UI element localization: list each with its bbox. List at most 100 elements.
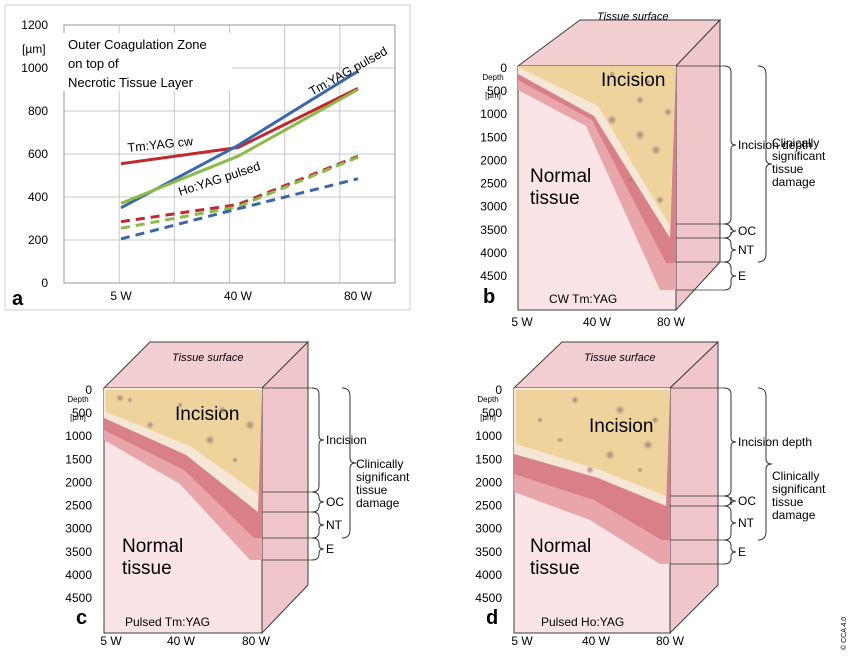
copyright-label: © CCA 4.0 (840, 617, 848, 650)
y-tick-label: 1000 (21, 61, 48, 75)
tissue-dot (664, 108, 672, 116)
zone-bracket (723, 237, 737, 263)
panel-letter-a: a (12, 288, 24, 310)
zone-bracket (311, 387, 325, 493)
depth-tick-label: 4000 (65, 568, 92, 582)
clinically-significant-label: significant (772, 149, 826, 163)
incision-depth-label: Incision depth (738, 435, 812, 449)
normal-tissue-label-2: tissue (530, 558, 580, 579)
series-label-tm-pulsed: Tm:YAG pulsed (307, 44, 390, 99)
clinical-bracket (341, 387, 357, 539)
depth-tick-label: 3500 (480, 223, 507, 237)
series-line-5 (120, 177, 359, 241)
panel-a-border (4, 4, 411, 311)
depth-axis: 0 500 1000 1500 2000 2500 3000 3500 4000 4500 Dept… (65, 383, 92, 605)
clinically-significant-label: tissue (772, 162, 804, 176)
depth-tick-label: 2000 (65, 475, 92, 489)
depth-label: Depth (67, 395, 88, 404)
plot-frame (63, 24, 396, 284)
zone-brackets: Incision OC NT E Clinicallysignificanttissue… (262, 387, 410, 561)
normal-tissue-label-1: Normal (530, 536, 591, 557)
tissue-dot (127, 397, 133, 403)
incision-label: Incision (175, 404, 239, 425)
tissue-dot (116, 394, 124, 402)
depth-tick-label: 500 (482, 406, 502, 420)
tissue-dot (615, 405, 625, 415)
y-axis-unit: [µm] (22, 42, 46, 56)
depth-tick-label: 2500 (65, 499, 92, 513)
oc-label: OC (738, 224, 756, 238)
chart-series-layer (120, 69, 359, 241)
zone-bracket (723, 495, 737, 507)
panel-d: Tissue surface Incision Normal tissue Pu… (475, 340, 826, 648)
tissue-dot (205, 435, 215, 445)
nt-label: NT (738, 243, 755, 257)
nt-label: NT (738, 516, 755, 530)
zone-brackets: Incision depth OC NT E Clinicallysignificant… (670, 387, 826, 565)
normal-tissue-label-1: Normal (530, 166, 591, 187)
depth-tick-label: 1500 (65, 452, 92, 466)
depth-tick-label: 2500 (475, 499, 502, 513)
depth-tick-label: 3500 (475, 545, 502, 559)
zone-bracket (723, 223, 737, 239)
tissue-dot (557, 437, 563, 443)
clinically-significant-label: tissue (356, 483, 388, 497)
depth-tick-label: 3000 (475, 522, 502, 536)
tissue-surface-label: Tissue surface (172, 352, 243, 364)
depth-tick-label: 2000 (480, 153, 507, 167)
panel-caption: CW Tm:YAG (549, 292, 617, 306)
depth-unit: [µm] (70, 413, 86, 422)
zone-bracket (723, 387, 737, 497)
chart-title-line-3: Necrotic Tissue Layer (68, 75, 194, 90)
depth-tick-label: 4500 (480, 269, 507, 283)
tissue-dot (607, 115, 617, 125)
y-tick-label: 200 (28, 233, 48, 247)
clinically-significant-label: damage (772, 508, 816, 522)
zone-bracket (723, 65, 737, 225)
tissue-dot (609, 71, 615, 77)
series-line-0 (120, 87, 359, 166)
nt-label: NT (326, 518, 343, 532)
power-tick-label: 5 W (511, 634, 533, 648)
clinically-significant-label: Clinically (772, 469, 819, 483)
block-side-face (675, 18, 721, 312)
depth-tick-label: 500 (487, 84, 507, 98)
incision-area (516, 390, 670, 496)
block-side-face (669, 340, 719, 635)
incision-area (106, 390, 262, 494)
incision-label: Incision (589, 416, 653, 437)
normal-tissue-label-2: tissue (122, 558, 172, 579)
clinically-significant-label: damage (772, 175, 816, 189)
tissue-dot (177, 402, 183, 408)
tissue-dot (146, 421, 154, 429)
clinically-significant-label: Clinically (772, 136, 819, 150)
power-tick-label: 40 W (167, 634, 196, 648)
power-axis: 5 W 40 W 80 W (511, 634, 684, 648)
tissue-dot (627, 177, 633, 183)
incision-depth-label: Incision depth (738, 138, 812, 152)
clinically-significant-label: tissue (772, 495, 804, 509)
zone-bracket (723, 505, 737, 541)
e-label: E (738, 545, 746, 559)
oc-label: OC (326, 495, 344, 509)
power-axis: 5 W 40 W 80 W (100, 634, 270, 648)
normal-tissue-label-2: tissue (530, 188, 580, 209)
tissue-dot (645, 79, 651, 85)
tissue-dot (605, 450, 615, 460)
depth-tick-label: 2000 (475, 475, 502, 489)
x-tick-label: 80 W (344, 289, 373, 303)
tissue-dot (586, 466, 594, 474)
clinical-bracket (757, 387, 773, 541)
depth-tick-label: 2500 (480, 177, 507, 191)
depth-tick-label: 1000 (475, 429, 502, 443)
tissue-dots (116, 71, 672, 474)
clinically-significant-label: significant (356, 470, 410, 484)
oc-label: OC (738, 494, 756, 508)
panel-letter-b: b (483, 286, 495, 308)
zone-bracket (311, 491, 325, 513)
chart-title-line-2: on top of (68, 56, 119, 71)
depth-tick-label: 3500 (65, 545, 92, 559)
power-tick-label: 5 W (100, 634, 122, 648)
depth-tick-label: 1000 (480, 107, 507, 121)
clinically-significant-label: damage (356, 496, 400, 510)
